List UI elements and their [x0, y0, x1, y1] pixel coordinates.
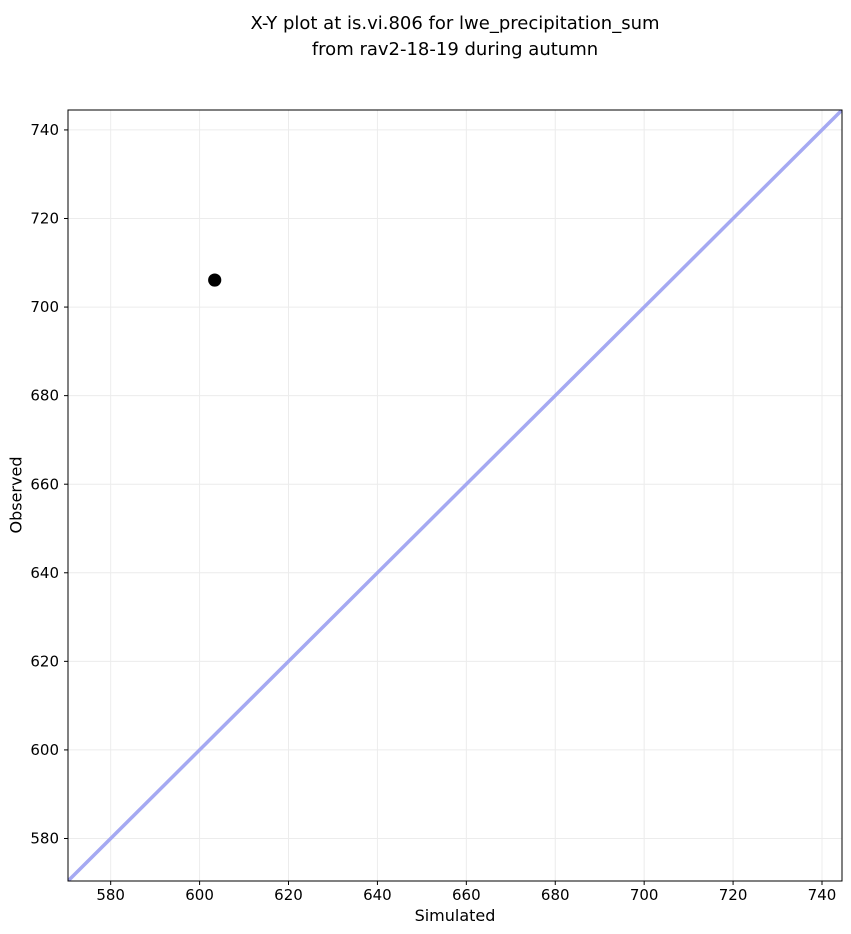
y-tick-label: 600 — [30, 741, 59, 759]
scatter-points — [208, 273, 222, 287]
x-tick-label: 580 — [96, 886, 125, 904]
y-axis-label: Observed — [6, 456, 26, 534]
y-tick-label: 680 — [30, 387, 59, 405]
x-tick-label: 720 — [719, 886, 748, 904]
x-tick-label: 640 — [363, 886, 392, 904]
x-tick-label: 680 — [541, 886, 570, 904]
x-tick-label: 620 — [274, 886, 303, 904]
y-tick-label: 620 — [30, 652, 59, 670]
y-tick-label: 720 — [30, 210, 59, 228]
x-axis-label: Simulated — [414, 906, 496, 925]
identity-line — [68, 110, 842, 881]
x-tick-label: 740 — [808, 886, 837, 904]
y-tick-label: 580 — [30, 830, 59, 848]
y-tick-label: 700 — [30, 298, 59, 316]
y-tick-label: 640 — [30, 564, 59, 582]
tick-labels: 580 600 620 640 660 680 700 720 740 580 600 620 640 6… — [30, 121, 836, 904]
y-tick-label: 660 — [30, 475, 59, 493]
y-tick-label: 740 — [30, 121, 59, 139]
x-tick-label: 600 — [185, 886, 214, 904]
x-tick-label: 660 — [452, 886, 481, 904]
chart-title-line2: from rav2-18-19 during autumn — [311, 39, 599, 60]
chart-title: X-Y plot at is.vi.806 for lwe_precipitat… — [68, 11, 842, 63]
grid-layer — [68, 110, 842, 881]
data-point — [208, 273, 222, 287]
chart-title-line1: X-Y plot at is.vi.806 for lwe_precipitat… — [250, 13, 660, 34]
axis-ticks — [64, 129, 823, 885]
plot-border — [67, 109, 843, 882]
x-tick-label: 700 — [630, 886, 659, 904]
